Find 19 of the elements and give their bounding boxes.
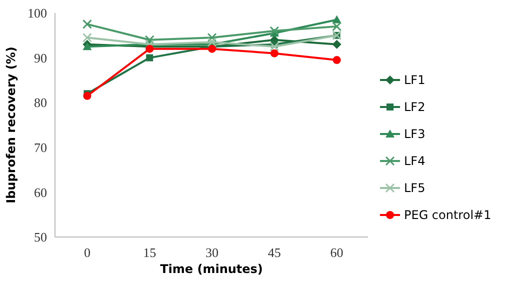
x-axis-title: Time (minutes) <box>160 262 263 276</box>
legend-label: LF1 <box>404 73 426 88</box>
y-tick-label: 50 <box>34 230 47 245</box>
y-tick-label: 60 <box>34 184 47 200</box>
legend-label: LF3 <box>404 127 426 142</box>
y-axis-title: Ibuprofen recovery (%) <box>4 46 18 204</box>
y-tick-label: 90 <box>34 50 47 66</box>
x-tick-label: 60 <box>330 245 344 260</box>
x-tick-label: 30 <box>206 245 218 260</box>
y-tick-label: 100 <box>28 6 47 21</box>
legend-label: LF5 <box>404 181 426 196</box>
x-tick-label: 45 <box>268 245 281 260</box>
legend-label: LF2 <box>404 100 426 114</box>
y-tick-label: 70 <box>34 140 47 155</box>
y-tick-label: 80 <box>34 95 47 110</box>
x-tick-label: 0 <box>84 245 90 260</box>
legend-label: LF4 <box>404 154 426 168</box>
legend-label: PEG control#1 <box>404 208 492 222</box>
x-tick-label: 15 <box>143 245 156 260</box>
